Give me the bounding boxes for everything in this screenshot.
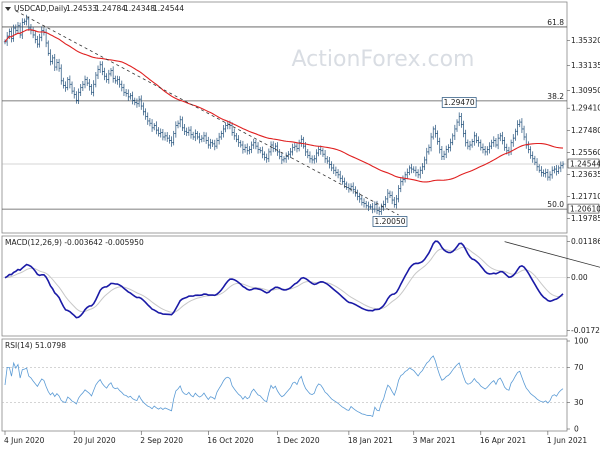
ohlc-high: 1.24784: [95, 4, 126, 13]
macd-panel-title: MACD(12,26,9) -0.003642 -0.005950: [5, 238, 144, 247]
current-price-tag-box: [567, 158, 600, 169]
macd-trendline: [504, 241, 600, 268]
price-annotation-box: [441, 97, 477, 108]
macd-axis-label: -0.017238: [571, 326, 600, 335]
fib-level-label: 38.2: [547, 92, 564, 101]
time-axis-label: 3 Mar 2021: [413, 436, 456, 445]
price-axis-label: 1.25560: [571, 148, 600, 157]
price-axis-label: 1.33135: [571, 61, 600, 70]
price-tag-label: 1.20610: [570, 205, 600, 214]
time-axis-label: 16 Apr 2021: [480, 436, 527, 445]
price-annotation-box: [372, 216, 408, 227]
ohlc-low: 1.24348: [124, 4, 155, 13]
downtrend-line: [15, 10, 399, 216]
moving-average-line: [4, 29, 564, 183]
rsi-line: [4, 355, 564, 417]
collapse-triangle-icon[interactable]: [5, 7, 11, 11]
rsi-axis-label: 30: [574, 398, 584, 407]
macd-signal-line: [4, 246, 564, 313]
price-axis-label: 1.29410: [571, 104, 600, 113]
time-axis-label: 4 Jun 2020: [4, 436, 45, 445]
time-axis-label: 1 Jun 2021: [547, 436, 588, 445]
time-axis-label: 16 Oct 2020: [207, 436, 254, 445]
price-axis-label: 1.35320: [571, 36, 600, 45]
rsi-axis-label: 70: [574, 363, 584, 372]
macd-axis-label: 0.00: [571, 273, 588, 282]
rsi-panel-frame: [1, 338, 568, 432]
time-axis-label: 1 Dec 2020: [277, 436, 320, 445]
time-axis-label: 18 Jan 2021: [348, 436, 393, 445]
price-panel-header: USDCAD,Daily 1.24533 1.24784 1.24348 1.2…: [5, 4, 184, 13]
fib-level-label: 61.8: [547, 18, 564, 27]
rsi-axis-label: 100: [574, 337, 589, 346]
time-axis-label: 20 Jul 2020: [73, 436, 116, 445]
rsi-axis-label: 0: [574, 425, 579, 434]
fib-level-label: 50.0: [547, 200, 564, 209]
price-annotation-label: 1.20050: [374, 217, 405, 226]
current-price-tag-label: 1.24544: [570, 160, 600, 169]
macd-panel-frame: [1, 235, 568, 337]
price-axis-label: 1.30950: [571, 86, 600, 95]
rsi-panel-title: RSI(14) 51.0798: [5, 341, 66, 350]
price-panel-frame: [1, 1, 568, 234]
price-axis-label: 1.27480: [571, 126, 600, 135]
price-tag-box: [567, 203, 600, 214]
ohlc-close: 1.24544: [153, 4, 184, 13]
macd-axis-label: 0.011862: [571, 237, 600, 246]
time-axis-label: 2 Sep 2020: [140, 436, 183, 445]
price-axis-label: 1.21710: [571, 192, 600, 201]
ohlc-open: 1.24533: [66, 4, 97, 13]
price-axis-label: 1.19785: [571, 214, 600, 223]
macd-line: [4, 240, 564, 319]
watermark: ActionForex.com: [292, 47, 475, 72]
price-axis-label: 1.23635: [571, 170, 600, 179]
price-annotation-label: 1.29470: [444, 98, 475, 107]
symbol-label: USDCAD,Daily: [14, 4, 68, 13]
